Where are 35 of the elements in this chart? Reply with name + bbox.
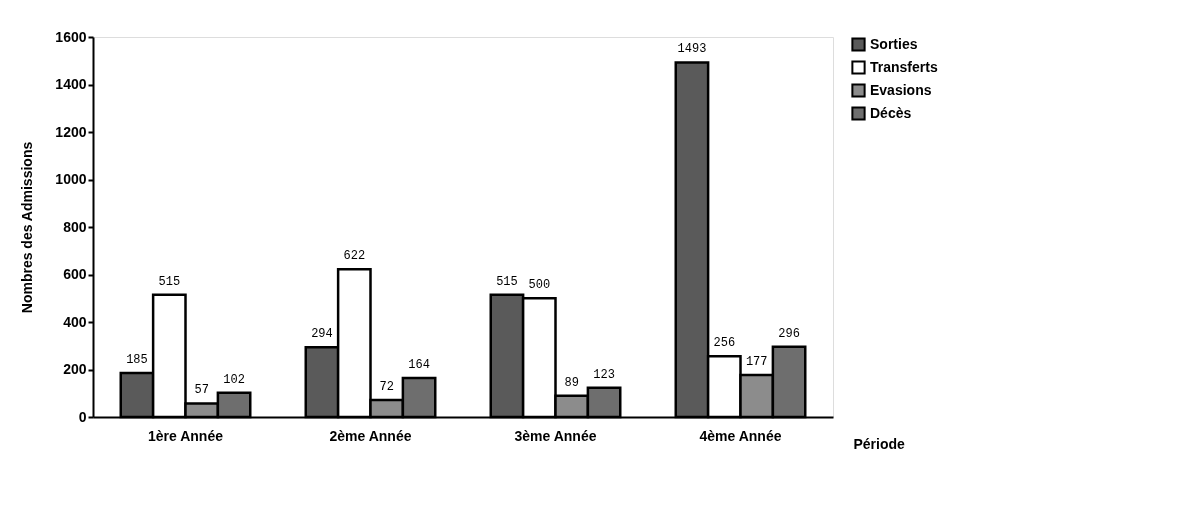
y-tick-label: 800: [63, 218, 87, 235]
data-label: 89: [564, 375, 579, 390]
data-label: 515: [158, 274, 181, 289]
y-tick-label: 1600: [55, 28, 87, 45]
legend-label: Décès: [870, 104, 912, 121]
x-tick-label: 2ème Année: [329, 427, 412, 444]
data-label: 256: [713, 336, 736, 351]
y-axis-title: Nombres des Admissions: [19, 141, 36, 314]
x-tick-label: 3ème Année: [514, 427, 597, 444]
x-tick-label: 1ère Année: [148, 427, 224, 444]
x-tick-label: 4ème Année: [699, 427, 782, 444]
y-tick-label: 0: [78, 408, 87, 425]
x-axis-title: Période: [853, 435, 906, 452]
y-tick-label: 1000: [55, 171, 87, 187]
y-tick-label: 1400: [55, 76, 87, 92]
data-label: 1493: [677, 42, 707, 57]
y-tick-label: 600: [63, 266, 87, 282]
data-label: 296: [778, 326, 800, 341]
data-label: 622: [343, 249, 366, 264]
data-label: 177: [745, 354, 768, 369]
y-tick-label: 1200: [55, 123, 87, 140]
legend-label: Sorties: [870, 35, 918, 52]
data-label: 57: [194, 383, 209, 398]
y-tick-label: 400: [63, 313, 87, 330]
data-label: 72: [379, 379, 394, 394]
data-label: 185: [126, 353, 148, 368]
data-label: 123: [593, 367, 615, 382]
data-label: 102: [223, 372, 245, 387]
legend-label: Transferts: [870, 58, 938, 75]
legend-label: Evasions: [870, 81, 932, 98]
data-label: 515: [496, 274, 518, 289]
data-label: 164: [408, 358, 430, 373]
data-label: 294: [311, 327, 333, 342]
data-label: 500: [528, 278, 551, 293]
y-tick-label: 200: [63, 361, 87, 377]
